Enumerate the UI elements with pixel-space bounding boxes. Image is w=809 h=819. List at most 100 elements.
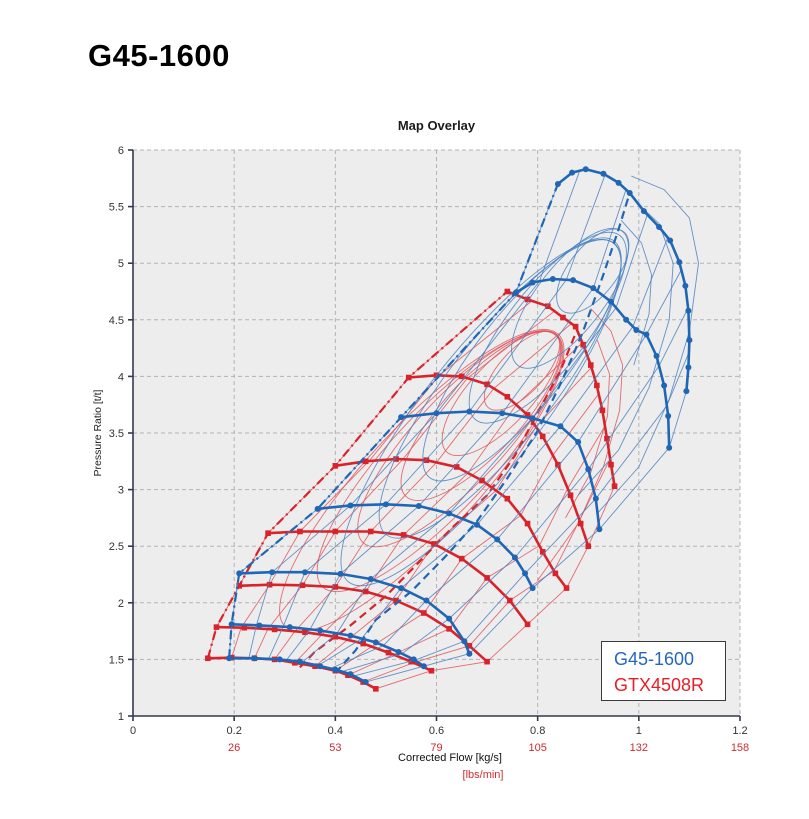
data-point-marker xyxy=(423,457,430,463)
svg-text:3.5: 3.5 xyxy=(109,428,124,440)
data-point-marker xyxy=(524,412,531,418)
data-point-marker xyxy=(623,316,630,323)
data-point-marker xyxy=(667,237,674,244)
data-point-marker xyxy=(572,323,579,330)
data-point-marker xyxy=(236,583,243,589)
svg-text:2.5: 2.5 xyxy=(109,541,124,553)
data-point-marker xyxy=(666,444,673,451)
speed-line xyxy=(316,503,534,590)
data-point-marker xyxy=(466,643,473,649)
data-point-marker xyxy=(423,597,430,604)
legend: G45-1600 GTX4508R xyxy=(601,641,726,701)
data-point-marker xyxy=(269,569,276,576)
data-point-marker xyxy=(544,303,551,310)
efficiency-contour xyxy=(483,330,561,411)
efficiency-contour-arc xyxy=(565,340,610,519)
peak-efficiency-line xyxy=(334,192,631,674)
data-point-marker xyxy=(640,208,647,215)
data-point-marker xyxy=(297,528,303,535)
data-point-marker xyxy=(393,456,399,462)
data-point-marker xyxy=(415,503,422,510)
data-point-marker xyxy=(347,671,354,678)
data-point-marker xyxy=(433,410,440,417)
svg-text:6: 6 xyxy=(118,145,124,157)
data-point-marker xyxy=(570,277,577,284)
data-point-marker xyxy=(524,621,531,628)
data-point-marker xyxy=(332,463,339,469)
data-point-marker xyxy=(296,658,303,665)
data-point-marker xyxy=(347,632,354,639)
data-point-marker xyxy=(405,374,412,381)
efficiency-contour xyxy=(468,231,627,424)
data-point-marker xyxy=(484,381,490,388)
data-point-marker xyxy=(317,627,324,634)
legend-entry-gtx4508r: GTX4508R xyxy=(614,675,705,695)
data-point-marker xyxy=(539,433,546,440)
svg-text:1: 1 xyxy=(118,711,124,723)
data-point-marker xyxy=(395,649,402,656)
data-point-marker xyxy=(382,501,389,508)
data-point-marker xyxy=(608,298,615,305)
data-point-marker xyxy=(332,633,339,640)
data-point-marker xyxy=(611,483,618,490)
data-point-marker xyxy=(524,520,531,527)
data-point-marker xyxy=(373,686,379,692)
data-point-marker xyxy=(266,581,273,588)
svg-text:1.2: 1.2 xyxy=(732,725,747,737)
svg-text:105: 105 xyxy=(528,742,546,754)
data-point-marker xyxy=(560,314,566,321)
data-point-marker xyxy=(686,337,693,344)
data-point-marker xyxy=(372,639,379,646)
data-point-marker xyxy=(360,640,366,647)
speed-line xyxy=(266,530,529,626)
svg-text:5: 5 xyxy=(118,258,124,270)
efficiency-contour xyxy=(556,228,630,314)
data-point-marker xyxy=(626,190,633,197)
data-point-marker xyxy=(563,585,570,591)
data-point-marker xyxy=(512,289,519,296)
data-point-marker xyxy=(554,180,561,187)
data-point-marker xyxy=(458,555,465,562)
data-point-marker xyxy=(226,655,233,662)
data-point-marker xyxy=(504,288,511,295)
speed-line xyxy=(399,410,601,531)
data-point-marker xyxy=(385,649,392,656)
data-point-marker xyxy=(446,626,452,632)
data-point-marker xyxy=(507,597,513,604)
data-point-marker xyxy=(504,495,511,502)
data-point-marker xyxy=(453,464,460,470)
data-point-marker xyxy=(251,655,258,662)
data-point-marker xyxy=(539,549,546,555)
series-g45-1600 xyxy=(226,166,699,686)
data-point-marker xyxy=(466,650,473,657)
data-point-marker xyxy=(683,388,690,395)
data-point-marker xyxy=(301,569,308,576)
data-point-marker xyxy=(522,570,529,577)
data-point-marker xyxy=(575,439,582,446)
data-point-marker xyxy=(332,666,339,673)
efficiency-contour-arc xyxy=(620,219,652,366)
data-point-marker xyxy=(608,461,614,468)
data-point-marker xyxy=(582,166,589,173)
efficiency-contour xyxy=(441,330,561,457)
data-point-marker xyxy=(398,585,405,592)
axis-lines xyxy=(128,149,741,721)
data-point-marker xyxy=(393,597,399,604)
data-point-marker xyxy=(473,521,480,528)
data-point-marker xyxy=(600,170,607,177)
data-point-marker xyxy=(286,624,293,631)
data-point-marker xyxy=(504,393,511,400)
svg-text:0.2: 0.2 xyxy=(227,725,242,737)
svg-text:79: 79 xyxy=(430,742,442,754)
data-point-marker xyxy=(615,179,622,186)
data-point-marker xyxy=(332,584,339,590)
data-point-marker xyxy=(682,282,689,289)
data-point-marker xyxy=(421,610,427,616)
svg-text:0: 0 xyxy=(130,725,136,737)
data-point-marker xyxy=(213,624,220,630)
data-point-marker xyxy=(653,353,660,360)
svg-text:4.5: 4.5 xyxy=(109,315,124,327)
data-point-marker xyxy=(685,364,692,371)
